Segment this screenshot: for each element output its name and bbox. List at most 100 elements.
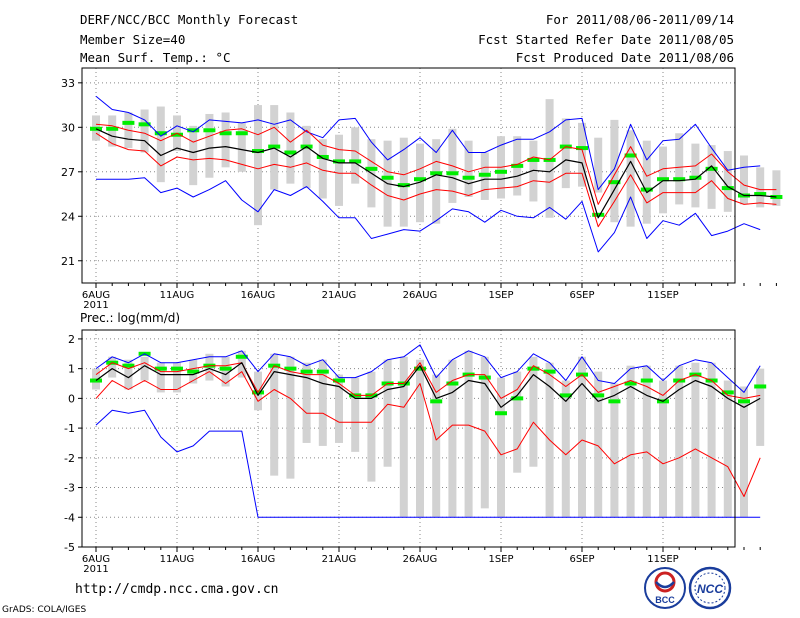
precipitation-spread-upper-line	[95, 362, 761, 399]
temperature-xtick-label: 21AUG	[322, 290, 357, 301]
precipitation-median-mark	[511, 396, 524, 401]
precipitation-median-mark	[478, 375, 491, 380]
temperature-median-mark	[154, 131, 167, 136]
precipitation-median-mark	[640, 378, 653, 383]
temperature-ytick-label: 21	[61, 255, 75, 268]
temperature-ensemble-box	[594, 137, 603, 193]
temperature-ensemble-box	[416, 143, 424, 223]
temperature-ensemble-box	[286, 112, 295, 184]
precipitation-ytick-label: -1	[64, 422, 75, 435]
precipitation-median-mark	[154, 366, 167, 371]
precipitation-xtick-label: 26AUG	[403, 554, 438, 565]
temperature-median-mark	[511, 163, 524, 168]
precipitation-ensemble-box	[642, 365, 651, 518]
precipitation-median-mark	[543, 369, 556, 374]
precipitation-median-mark	[219, 366, 232, 371]
precipitation-median-mark	[527, 366, 540, 371]
grads-credit: GrADS: COLA/IGES	[2, 605, 87, 615]
temperature-xtick-label: 11AUG	[160, 290, 195, 301]
temperature-xtick-label: 26AUG	[403, 290, 438, 301]
temperature-median-mark	[754, 192, 767, 197]
precipitation-ensemble-box	[140, 356, 149, 381]
temperature-xtick-label: 16AUG	[241, 290, 276, 301]
precipitation-ensemble-box	[270, 353, 279, 476]
precipitation-ensemble-box	[367, 371, 376, 482]
temperature-median-mark	[462, 175, 475, 180]
precipitation-ensemble-box	[383, 359, 392, 467]
temperature-ytick-label: 30	[61, 121, 75, 134]
precipitation-ensemble-box	[124, 359, 133, 390]
temperature-spread-lower-line	[95, 132, 777, 228]
temperature-median-mark	[576, 146, 588, 151]
temperature-panel	[78, 67, 783, 288]
precipitation-xtick-label: 11AUG	[160, 554, 195, 565]
temperature-median-mark	[235, 131, 248, 136]
precipitation-ensemble-box	[756, 368, 765, 446]
temperature-median-mark	[608, 180, 621, 185]
precip-title: Prec.: log(mm/d)	[80, 311, 180, 325]
precipitation-spread-lower-line	[95, 371, 761, 497]
precipitation-mean-line	[95, 362, 761, 408]
temperature-ensemble-box	[156, 106, 165, 183]
precipitation-median-mark	[608, 399, 621, 404]
precipitation-median-mark	[316, 369, 329, 374]
bcc-logo: BCC	[644, 567, 686, 609]
precipitation-ensemble-box	[156, 362, 165, 393]
precipitation-ensemble-box	[173, 362, 181, 393]
precipitation-median-mark	[122, 363, 135, 368]
forecast-period: For 2011/08/06-2011/09/14	[545, 12, 734, 27]
temperature-median-mark	[414, 177, 426, 182]
temperature-median-mark	[381, 175, 394, 180]
precipitation-ensemble-box	[286, 356, 295, 479]
chart-title: DERF/NCC/BCC Monthly Forecast	[80, 12, 299, 27]
temperature-ensemble-box	[221, 112, 230, 168]
footer-url[interactable]: http://cmdp.ncc.cma.gov.cn	[75, 582, 279, 597]
precipitation-median-mark	[430, 399, 443, 404]
precipitation-median-mark	[284, 366, 297, 371]
precipitation-ensemble-box	[626, 365, 635, 518]
precipitation-ensemble-box	[675, 365, 684, 518]
temperature-year-label: 2011	[83, 300, 108, 311]
precipitation-median-mark	[721, 390, 734, 395]
precipitation-median-mark	[446, 381, 459, 386]
precipitation-ytick-label: -5	[64, 541, 75, 554]
precipitation-median-mark	[738, 399, 750, 404]
temperature-median-mark	[592, 212, 605, 217]
precipitation-ensemble-box	[561, 380, 570, 518]
precipitation-ensemble-box	[108, 356, 117, 378]
precipitation-median-mark	[754, 384, 767, 389]
temperature-ensemble-box	[140, 109, 149, 153]
variable-label: Mean Surf. Temp.: °C	[80, 50, 231, 65]
temperature-ytick-label: 33	[61, 77, 75, 90]
temperature-median-mark	[333, 159, 345, 164]
temperature-median-mark	[689, 175, 702, 180]
temperature-min-line	[96, 177, 761, 253]
precipitation-ensemble-box	[707, 362, 716, 518]
temperature-ytick-label: 24	[61, 210, 75, 223]
precipitation-min-line	[95, 409, 761, 518]
precipitation-ytick-label: -4	[64, 511, 75, 524]
temperature-median-mark	[705, 166, 718, 171]
precipitation-ensemble-box	[740, 386, 748, 518]
temperature-median-mark	[252, 149, 264, 154]
temperature-plot-frame	[81, 67, 736, 284]
temperature-median-mark	[527, 157, 540, 162]
temperature-median-mark	[203, 128, 216, 133]
precipitation-ensemble-box	[237, 350, 246, 378]
temperature-median-mark	[122, 120, 135, 125]
precipitation-xtick-label: 1SEP	[488, 554, 513, 565]
precipitation-xtick-label: 6AUG	[82, 554, 110, 565]
temperature-median-mark	[268, 144, 281, 149]
temperature-ensemble-box	[351, 127, 360, 184]
temperature-ensemble-box	[205, 113, 214, 178]
temperature-ensemble-box	[578, 122, 586, 187]
precipitation-ensemble-box	[723, 380, 732, 518]
temperature-mean-line	[95, 128, 777, 219]
temperature-ensemble-box	[626, 130, 635, 227]
temperature-median-mark	[365, 166, 378, 171]
precipitation-ensemble-box	[578, 356, 586, 518]
precipitation-ensemble-box	[399, 356, 408, 518]
temperature-median-mark	[624, 153, 637, 158]
precipitation-median-mark	[235, 354, 248, 359]
